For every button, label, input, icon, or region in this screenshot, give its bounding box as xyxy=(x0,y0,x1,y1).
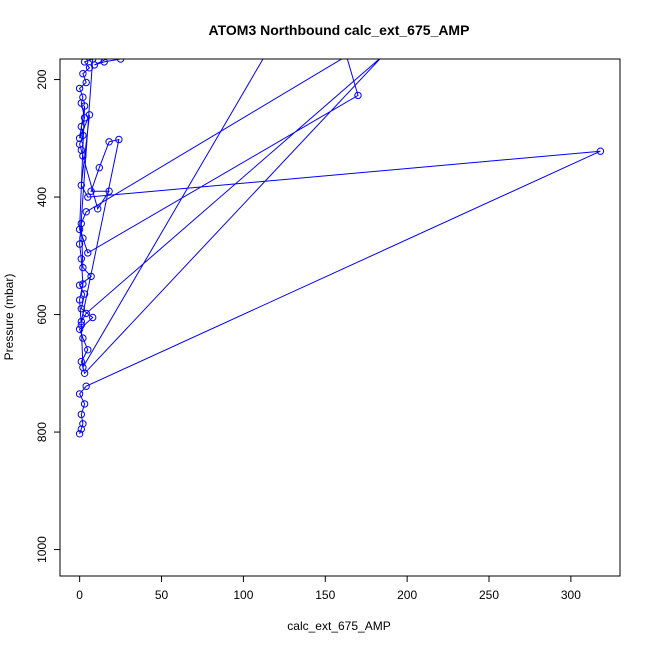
data-point xyxy=(75,430,84,438)
plot-frame xyxy=(59,58,621,577)
data-point xyxy=(77,305,86,313)
data-point xyxy=(77,317,86,326)
y-tick-label: 200 xyxy=(35,69,49,89)
data-point xyxy=(77,321,86,329)
data-point xyxy=(89,313,97,322)
x-tick-label: 0 xyxy=(76,588,83,602)
data-point xyxy=(596,147,605,155)
y-tick-label: 800 xyxy=(35,422,49,442)
data-point xyxy=(105,138,113,146)
x-tick-label: 100 xyxy=(233,588,253,602)
data-point xyxy=(79,263,87,272)
data-point xyxy=(77,255,86,263)
data-point xyxy=(105,187,113,195)
x-tick-label: 150 xyxy=(315,588,335,602)
x-tick-label: 300 xyxy=(561,588,581,602)
series-line xyxy=(78,59,601,434)
data-point xyxy=(82,309,90,318)
data-point xyxy=(82,78,90,87)
data-point xyxy=(116,59,125,63)
data-point xyxy=(115,135,123,144)
data-point xyxy=(77,219,86,228)
data-point xyxy=(90,61,99,69)
data-point xyxy=(84,249,92,257)
data-point xyxy=(79,280,87,288)
data-point xyxy=(75,140,84,148)
y-axis: 200 400 600 800 1000 xyxy=(35,69,60,563)
data-point xyxy=(84,346,92,354)
data-point xyxy=(100,59,108,66)
data-point xyxy=(80,290,89,298)
data-point xyxy=(75,325,84,333)
data-point xyxy=(84,193,92,201)
data-point xyxy=(75,296,84,304)
y-axis-label: Pressure (mbar) xyxy=(2,274,16,361)
data-point xyxy=(79,363,87,372)
chart-title: ATOM3 Northbound calc_ext_675_AMP xyxy=(209,22,470,38)
x-axis: 0 50 100 150 200 250 300 xyxy=(76,576,581,602)
data-point xyxy=(77,425,86,433)
y-tick-label: 400 xyxy=(35,187,49,207)
data-point xyxy=(79,70,87,78)
data-point xyxy=(354,91,362,100)
data-point xyxy=(95,164,104,172)
data-point xyxy=(94,205,102,213)
x-tick-label: 250 xyxy=(479,588,499,602)
data-point xyxy=(79,234,87,242)
data-point xyxy=(80,400,89,408)
data-point xyxy=(79,131,87,140)
data-point xyxy=(75,84,84,93)
data-point xyxy=(75,281,84,289)
data-point xyxy=(79,93,87,101)
data-point xyxy=(82,208,90,216)
x-tick-label: 50 xyxy=(155,588,169,602)
series-layer xyxy=(75,59,605,438)
x-axis-label: calc_ext_675_AMP xyxy=(287,619,390,633)
data-point xyxy=(79,420,87,428)
data-point xyxy=(77,410,86,419)
y-tick-label: 600 xyxy=(35,304,49,324)
data-point xyxy=(87,187,95,195)
data-point xyxy=(75,240,84,248)
x-tick-label: 200 xyxy=(397,588,417,602)
data-point xyxy=(77,122,86,131)
data-point xyxy=(80,59,89,66)
data-point xyxy=(87,272,95,281)
data-point xyxy=(82,382,90,390)
data-point xyxy=(80,114,89,122)
data-point xyxy=(79,334,87,342)
y-tick-label: 1000 xyxy=(35,536,49,563)
data-point xyxy=(75,390,84,398)
data-point xyxy=(77,181,86,190)
